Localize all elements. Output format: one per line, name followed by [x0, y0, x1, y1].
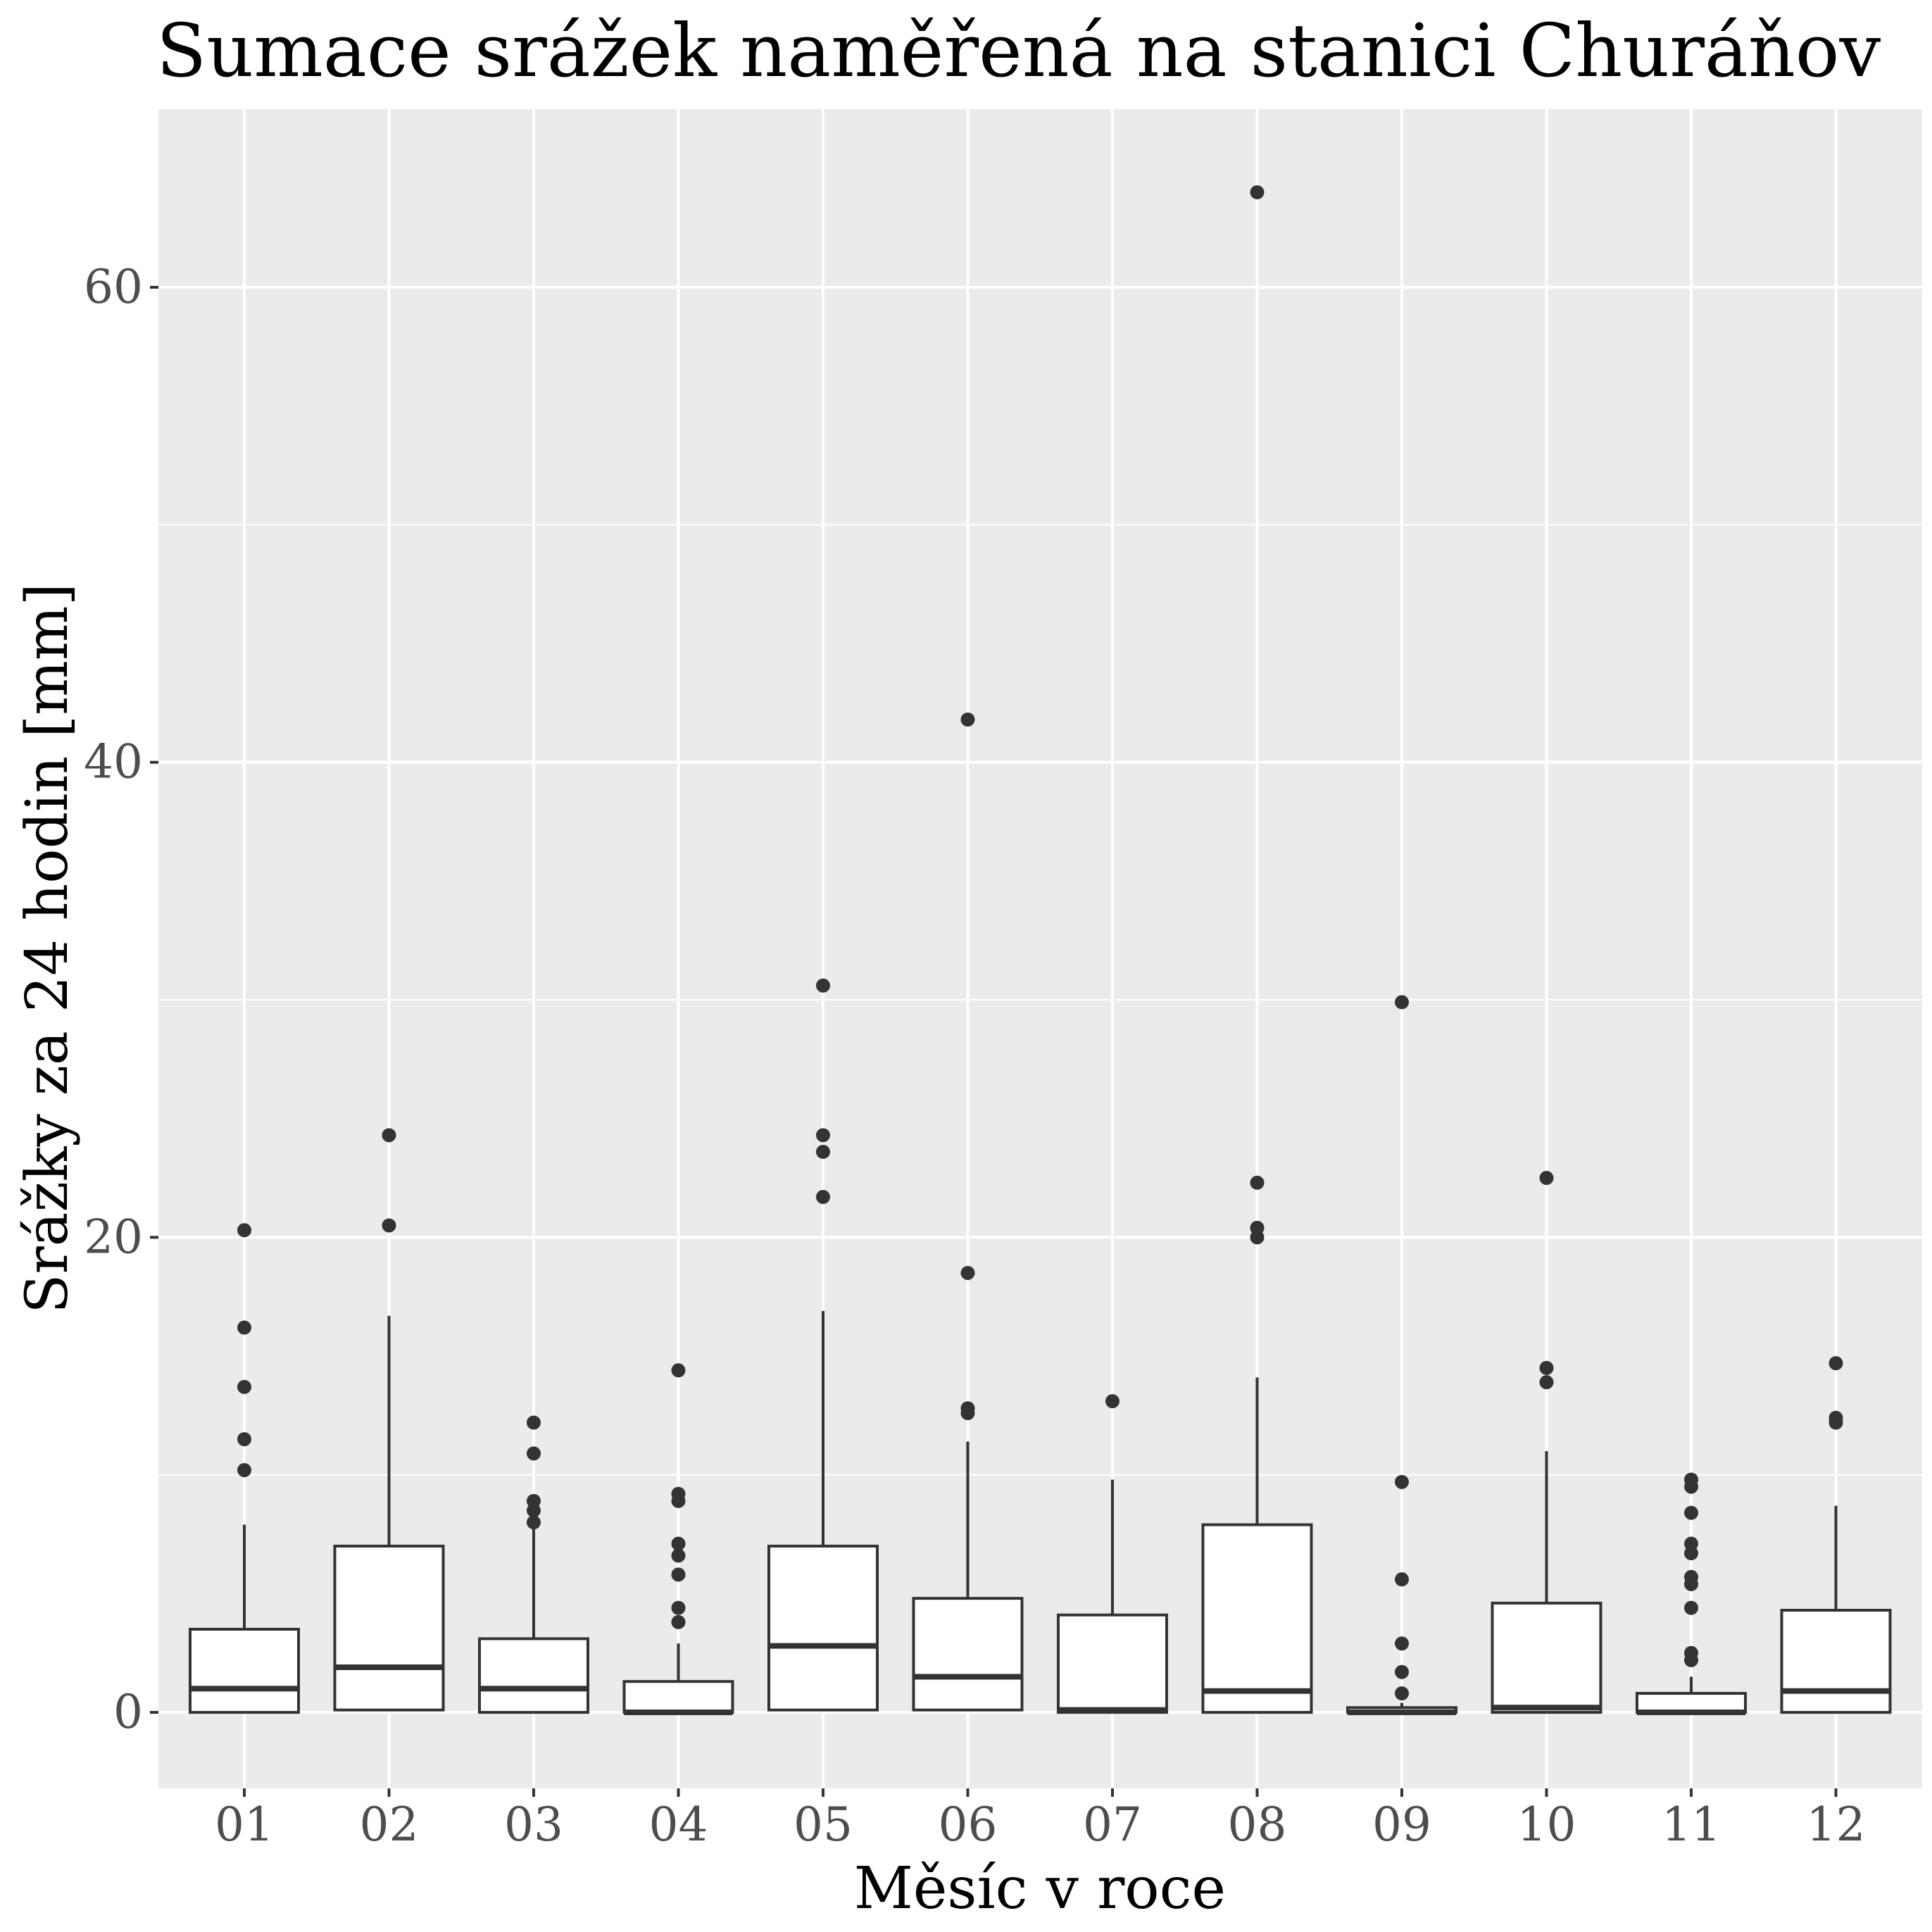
- outlier-point: [1395, 1686, 1409, 1701]
- outlier-point: [1395, 1572, 1409, 1587]
- outlier-point: [960, 1401, 975, 1416]
- box-iqr: [1780, 1608, 1892, 1714]
- outlier-point: [1539, 1171, 1554, 1186]
- outlier-point: [960, 1265, 975, 1280]
- box-05: [767, 978, 879, 1712]
- outlier-point: [1684, 1600, 1698, 1615]
- outlier-point: [1395, 1636, 1409, 1651]
- outlier-point: [1105, 1394, 1119, 1409]
- x-tick-label: 05: [794, 1798, 853, 1852]
- box-02: [333, 1128, 445, 1712]
- outlier-point: [671, 1548, 686, 1563]
- outlier-point: [237, 1223, 251, 1238]
- outlier-point: [527, 1493, 541, 1508]
- y-tick-label: 0: [113, 1685, 143, 1739]
- box-03: [478, 1415, 589, 1714]
- x-tick-label: 08: [1228, 1798, 1287, 1852]
- x-tick-label: 01: [215, 1798, 274, 1852]
- outlier-point: [1395, 1474, 1409, 1489]
- box-iqr: [912, 1597, 1024, 1712]
- outlier-point: [237, 1462, 251, 1477]
- x-tick-label: 07: [1083, 1798, 1142, 1852]
- outlier-point: [1684, 1645, 1698, 1660]
- outlier-point: [1684, 1569, 1698, 1584]
- y-tick-label: 40: [84, 735, 143, 789]
- outlier-point: [1684, 1536, 1698, 1551]
- x-tick-label: 03: [504, 1798, 563, 1852]
- box-iqr: [478, 1637, 589, 1714]
- outlier-point: [1539, 1375, 1554, 1390]
- outlier-point: [671, 1600, 686, 1615]
- box-06: [912, 712, 1024, 1712]
- outlier-point: [816, 1144, 830, 1159]
- outlier-point: [671, 1614, 686, 1629]
- outlier-point: [1395, 1664, 1409, 1679]
- x-axis-title: Měsíc v roce: [854, 1855, 1226, 1922]
- outlier-point: [527, 1415, 541, 1430]
- axis-layer: 0 20 40 60 01 02 03 04 05 06 07 08 09 10 11 12: [84, 260, 1865, 1852]
- x-tick-label: 04: [649, 1798, 708, 1852]
- box-08: [1201, 185, 1313, 1714]
- outlier-point: [671, 1536, 686, 1551]
- box-12: [1780, 1356, 1892, 1714]
- chart-title: Sumace srážek naměřená na stanici Churáň…: [156, 8, 1881, 94]
- box-11: [1636, 1472, 1747, 1716]
- x-tick-label: 06: [939, 1798, 998, 1852]
- outlier-point: [1250, 1175, 1265, 1190]
- y-tick-label: 20: [84, 1210, 143, 1264]
- box-layer: [189, 185, 1892, 1716]
- outlier-point: [816, 1128, 830, 1143]
- x-tick-label: 10: [1517, 1798, 1576, 1852]
- box-01: [189, 1223, 300, 1714]
- outlier-point: [382, 1218, 396, 1233]
- outlier-point: [1684, 1505, 1698, 1520]
- outlier-point: [527, 1446, 541, 1461]
- box-07: [1057, 1394, 1168, 1714]
- outlier-point: [1250, 1220, 1265, 1235]
- box-iqr: [1057, 1613, 1168, 1714]
- outlier-point: [1250, 185, 1265, 200]
- outlier-point: [237, 1320, 251, 1335]
- outlier-point: [1828, 1410, 1843, 1425]
- box-10: [1491, 1171, 1602, 1714]
- outlier-point: [1395, 995, 1409, 1010]
- outlier-point: [237, 1432, 251, 1447]
- outlier-point: [1684, 1472, 1698, 1487]
- box-iqr: [1491, 1601, 1602, 1714]
- box-iqr: [333, 1544, 445, 1712]
- outlier-point: [960, 712, 975, 727]
- outlier-point: [1539, 1360, 1554, 1375]
- outlier-point: [671, 1567, 686, 1582]
- x-tick-label: 11: [1662, 1798, 1721, 1852]
- outlier-point: [671, 1486, 686, 1501]
- y-axis-title: Srážky za 24 hodin [mm]: [14, 583, 81, 1313]
- box-iqr: [622, 1680, 734, 1714]
- box-iqr: [1201, 1523, 1313, 1714]
- box-04: [622, 1363, 734, 1716]
- x-tick-label: 02: [360, 1798, 419, 1852]
- outlier-point: [816, 1190, 830, 1205]
- box-iqr: [1636, 1692, 1747, 1714]
- outlier-point: [382, 1128, 396, 1143]
- outlier-point: [816, 978, 830, 993]
- outlier-point: [671, 1363, 686, 1378]
- plot-panel: [158, 109, 1922, 1788]
- box-iqr: [189, 1627, 300, 1714]
- x-tick-label: 12: [1807, 1798, 1866, 1852]
- outlier-point: [1828, 1356, 1843, 1371]
- outlier-point: [527, 1515, 541, 1530]
- box-09: [1346, 995, 1457, 1716]
- x-tick-label: 09: [1372, 1798, 1431, 1852]
- y-tick-label: 60: [84, 260, 143, 314]
- outlier-point: [237, 1379, 251, 1394]
- box-iqr: [767, 1544, 879, 1712]
